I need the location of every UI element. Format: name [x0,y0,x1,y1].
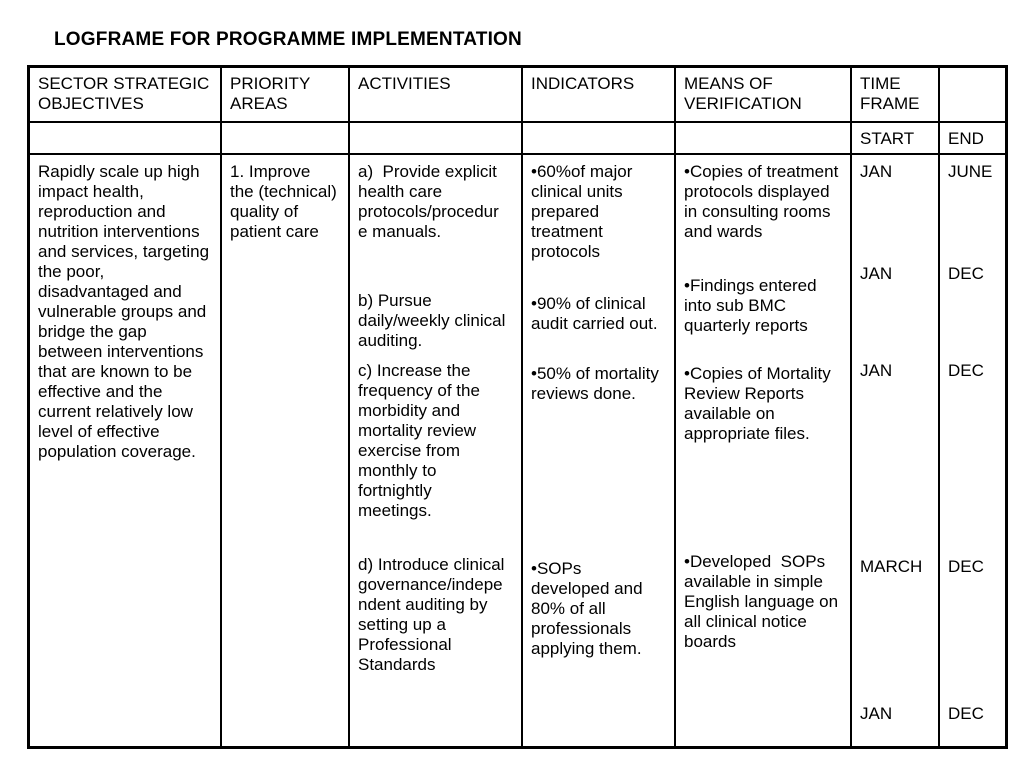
header-time-frame: TIME FRAME [852,68,940,123]
cell-start-dates: JAN JAN JAN MARCH JAN [852,155,940,746]
start-date-1: JAN [860,162,893,181]
subheader-start: START [852,123,940,155]
cell-indicators: •60%of major clinical units prepared tre… [523,155,676,746]
activity-b: b) Pursue daily/weekly clinical auditing… [358,291,506,350]
subheader-empty-1 [30,123,222,155]
cell-priority-areas: 1. Improve the (technical) quality of pa… [222,155,350,746]
header-sector-strategic-objectives: SECTOR STRATEGIC OBJECTIVES [30,68,222,123]
indicator-1: •60%of major clinical units prepared tre… [531,162,633,261]
header-priority-areas: PRIORITY AREAS [222,68,350,123]
indicator-4: •SOPs developed and 80% of all professio… [531,559,643,658]
indicator-2: •90% of clinical audit carried out. [531,294,658,333]
subheader-empty-3 [350,123,523,155]
subheader-empty-5 [676,123,852,155]
subheader-empty-4 [523,123,676,155]
cell-end-dates: JUNE DEC DEC DEC DEC [940,155,1005,746]
end-date-4: DEC [948,557,984,576]
end-date-1: JUNE [948,162,993,181]
header-empty [940,68,1005,123]
page-title: LOGFRAME FOR PROGRAMME IMPLEMENTATION [54,29,522,50]
cell-objectives: Rapidly scale up high impact health, rep… [30,155,222,746]
verification-3: •Copies of Mortality Review Reports avai… [684,364,831,443]
activity-d: d) Introduce clinical governance/indepe … [358,555,505,674]
end-date-5: DEC [948,704,984,723]
subheader-empty-2 [222,123,350,155]
header-means-of-verification: MEANS OF VERIFICATION [676,68,852,123]
verification-1: •Copies of treatment protocols displayed… [684,162,839,241]
priority-area-text: 1. Improve the (technical) quality of pa… [230,162,337,241]
activity-c: c) Increase the frequency of the morbidi… [358,361,480,520]
start-date-4: MARCH [860,557,923,576]
cell-activities: a) Provide explicit health care protocol… [350,155,523,746]
verification-2: •Findings entered into sub BMC quarterly… [684,276,817,335]
verification-4: •Developed SOPs available in simple Engl… [684,552,839,651]
logframe-table: SECTOR STRATEGIC OBJECTIVES PRIORITY ARE… [27,65,1008,749]
header-activities: ACTIVITIES [350,68,523,123]
start-date-2: JAN [860,264,893,283]
header-indicators: INDICATORS [523,68,676,123]
subheader-end: END [940,123,1005,155]
start-date-3: JAN [860,361,893,380]
start-date-5: JAN [860,704,893,723]
objectives-text: Rapidly scale up high impact health, rep… [38,162,210,461]
cell-means-of-verification: •Copies of treatment protocols displayed… [676,155,852,746]
activity-a: a) Provide explicit health care protocol… [358,162,499,241]
indicator-3: •50% of mortality reviews done. [531,364,659,403]
end-date-3: DEC [948,361,984,380]
end-date-2: DEC [948,264,984,283]
